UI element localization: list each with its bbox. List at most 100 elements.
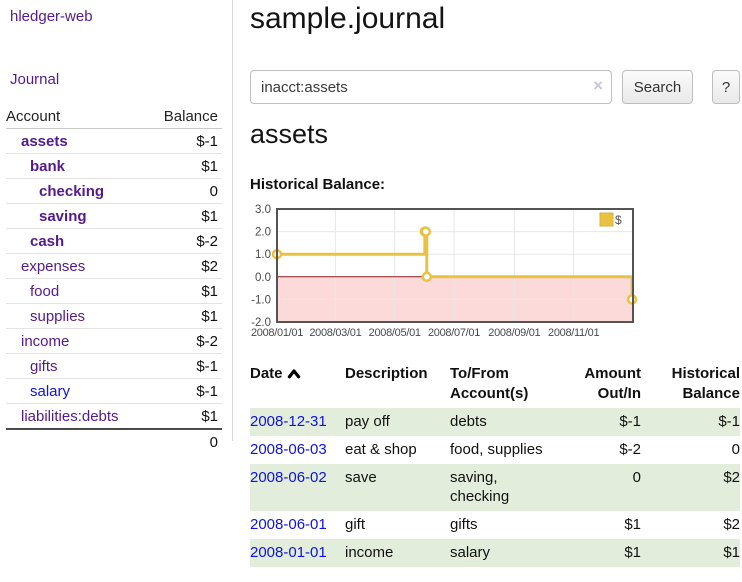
transaction-amount: $1 <box>624 516 641 533</box>
svg-text:2.0: 2.0 <box>255 227 271 239</box>
register-row: 2008-01-01 income salary $1 $1 <box>250 539 740 567</box>
account-link-liabilities-debts[interactable]: liabilities:debts <box>21 408 119 425</box>
svg-text:2008/09/01: 2008/09/01 <box>488 327 540 339</box>
account-table-header: Account Balance <box>6 104 222 129</box>
sort-ascending-icon <box>287 369 300 379</box>
transaction-date-link[interactable]: 2008-06-02 <box>250 469 327 486</box>
help-button[interactable]: ? <box>712 70 740 104</box>
svg-text:1.0: 1.0 <box>255 249 271 261</box>
register-row: 2008-06-02 save saving, checking 0 $2 <box>250 464 740 511</box>
transaction-accounts: food, supplies <box>450 441 543 458</box>
account-balance: $1 <box>148 153 222 179</box>
account-balance: $-1 <box>148 378 222 404</box>
account-link-assets[interactable]: assets <box>21 133 68 150</box>
account-link-bank[interactable]: bank <box>30 158 66 175</box>
account-heading: assets <box>250 119 329 149</box>
brand-link[interactable]: hledger-web <box>10 8 93 25</box>
register-row: 2008-06-03 eat & shop food, supplies $-2… <box>250 436 740 464</box>
account-link-cash[interactable]: cash <box>30 233 65 250</box>
transaction-accounts: saving, checking <box>450 469 510 505</box>
register-row: 2008-12-31 pay off debts $-1 $-1 <box>250 408 740 436</box>
account-link-supplies[interactable]: supplies <box>30 308 86 325</box>
svg-text:$: $ <box>615 213 622 227</box>
account-link-expenses[interactable]: expenses <box>21 258 86 275</box>
transaction-amount: $-2 <box>619 441 641 458</box>
account-row: income $-2 <box>6 328 222 354</box>
search-button[interactable]: Search <box>622 70 693 104</box>
account-link-food[interactable]: food <box>30 283 60 300</box>
transaction-description: eat & shop <box>345 441 417 458</box>
account-row: saving $1 <box>6 203 222 229</box>
transaction-balance: $2 <box>723 469 740 486</box>
account-row: cash $-2 <box>6 228 222 254</box>
register-header-row: Date Description To/From Account(s) Amou… <box>250 362 740 408</box>
account-balance: $-1 <box>148 128 222 154</box>
transaction-date-link[interactable]: 2008-06-03 <box>250 441 327 458</box>
sidebar-divider <box>232 0 233 441</box>
search-field-wrap: × <box>250 70 612 104</box>
account-balance: $-2 <box>148 228 222 254</box>
account-row: gifts $-1 <box>6 353 222 379</box>
svg-text:2008/11/01: 2008/11/01 <box>548 327 599 339</box>
account-balance: $1 <box>148 403 222 430</box>
account-link-gifts[interactable]: gifts <box>30 358 58 375</box>
amount-header-label: Amount Out/In <box>584 365 641 402</box>
account-balance: $1 <box>148 303 222 329</box>
balance-header-label: Historical Balance <box>671 365 740 402</box>
date-column-header[interactable]: Date <box>250 362 345 408</box>
account-balance: 0 <box>148 178 222 204</box>
account-link-salary[interactable]: salary <box>30 383 71 400</box>
transaction-accounts: debts <box>450 413 487 430</box>
transaction-accounts: gifts <box>450 516 478 533</box>
transaction-accounts: salary <box>450 544 491 561</box>
transaction-amount: $1 <box>624 544 641 561</box>
svg-text:-2.0: -2.0 <box>251 317 271 329</box>
page-title: sample.journal <box>250 2 446 35</box>
account-balance: $-1 <box>148 353 222 379</box>
account-row: salary $-1 <box>6 378 222 404</box>
sidebar-item-journal[interactable]: Journal <box>10 71 60 88</box>
register-table: Date Description To/From Account(s) Amou… <box>250 362 740 567</box>
transaction-description: income <box>345 544 394 561</box>
transaction-balance: 0 <box>731 441 740 458</box>
account-balance: $1 <box>148 278 222 304</box>
transaction-balance: $-1 <box>718 413 740 430</box>
account-balance: $2 <box>148 253 222 279</box>
tofrom-header-label: To/From Account(s) <box>450 365 529 402</box>
account-link-checking[interactable]: checking <box>39 183 105 200</box>
account-balance-table: Account Balance assets $-1 bank $1 check… <box>6 104 222 454</box>
svg-text:3.0: 3.0 <box>255 204 271 216</box>
transaction-date-link[interactable]: 2008-06-01 <box>250 516 327 533</box>
account-row: food $1 <box>6 278 222 304</box>
account-total-row: 0 <box>6 428 222 454</box>
svg-text:2008/01/01: 2008/01/01 <box>251 327 303 339</box>
account-row: liabilities:debts $1 <box>6 403 222 430</box>
account-balance: $1 <box>148 203 222 229</box>
transaction-date-link[interactable]: 2008-01-01 <box>250 544 327 561</box>
account-total-balance: 0 <box>148 428 222 454</box>
search-input[interactable] <box>250 70 612 104</box>
transaction-description: save <box>345 469 377 486</box>
chart-heading: Historical Balance: <box>250 176 386 193</box>
register-row: 2008-06-01 gift gifts $1 $2 <box>250 511 740 539</box>
transaction-balance: $1 <box>723 544 740 561</box>
amount-column-header: Amount Out/In <box>565 362 641 408</box>
account-row: bank $1 <box>6 153 222 179</box>
account-row: checking 0 <box>6 178 222 204</box>
balance-column-header: Historical Balance <box>641 362 740 408</box>
balance-column-header: Balance <box>148 104 222 129</box>
account-link-saving[interactable]: saving <box>39 208 87 225</box>
account-link-income[interactable]: income <box>21 333 70 350</box>
account-row: expenses $2 <box>6 253 222 279</box>
transaction-date-link[interactable]: 2008-12-31 <box>250 413 327 430</box>
clear-search-icon[interactable]: × <box>593 76 603 95</box>
svg-text:2008/07/01: 2008/07/01 <box>428 327 480 339</box>
transaction-description: pay off <box>345 413 390 430</box>
transaction-amount: $-1 <box>619 413 641 430</box>
account-row: assets $-1 <box>6 128 222 154</box>
svg-text:-1.0: -1.0 <box>251 294 271 306</box>
svg-text:0.0: 0.0 <box>255 272 271 284</box>
historical-balance-chart: $3.0 2.0 1.0 0.0 -1.0 -2.0 2008/01/01 2008/03/0… <box>249 204 741 346</box>
tofrom-column-header: To/From Account(s) <box>450 362 565 408</box>
